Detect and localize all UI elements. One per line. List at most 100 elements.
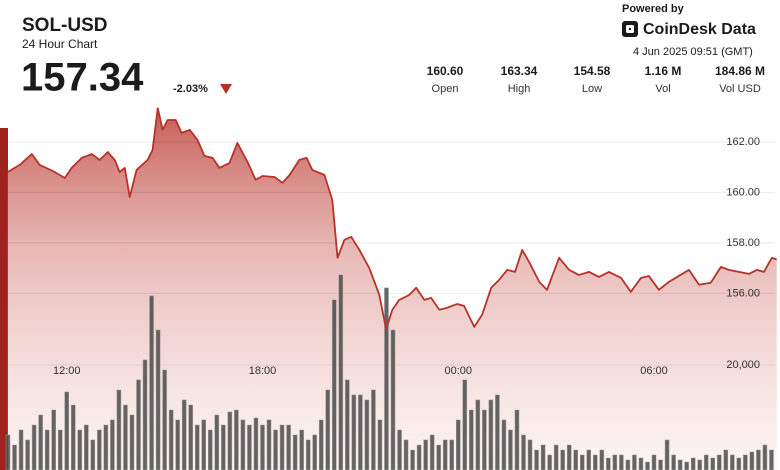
stat-label: Open (432, 83, 459, 95)
volume-bar (31, 424, 37, 470)
volume-bar (442, 439, 448, 470)
volume-bar (619, 454, 624, 470)
line-layer (7, 107, 777, 331)
x-tick-label: 12:00 (53, 365, 81, 377)
price: 157.34 (21, 56, 144, 100)
volume-bar (756, 449, 761, 470)
volume-bar (162, 369, 167, 470)
stat-label: Low (582, 83, 602, 95)
volume-bar (475, 399, 481, 470)
volume-bar (12, 444, 17, 470)
volume-bar (664, 439, 670, 470)
volume-bar (38, 414, 43, 470)
stat-label: High (508, 83, 531, 95)
volume-bar (299, 429, 304, 470)
volume-bar (638, 457, 644, 470)
volume-bar (318, 419, 324, 470)
volume-bar (240, 419, 246, 470)
volume-bar (625, 459, 631, 470)
volume-bar (703, 454, 709, 470)
volume-bar (358, 394, 363, 470)
stat-value: 154.58 (574, 64, 611, 78)
volume-bar (377, 419, 383, 470)
stat-label: Vol (655, 83, 670, 95)
volume-bar (658, 459, 663, 470)
x-tick-label: 00:00 (444, 365, 472, 377)
volume-bar (416, 444, 422, 470)
x-tick-label: 18:00 (249, 365, 277, 377)
volume-bar (292, 434, 298, 470)
volume-bar (90, 439, 96, 470)
volume-bar (495, 394, 500, 470)
stat-value: 1.16 M (645, 64, 682, 78)
volume-bar (651, 454, 657, 470)
volume-bar (338, 274, 344, 470)
y-tick-label: 20,000 (726, 359, 760, 371)
subtitle: 24 Hour Chart (22, 37, 98, 51)
volume-bar (730, 454, 735, 470)
volume-bar (573, 449, 578, 470)
volume-bar (403, 439, 409, 470)
volume-bar (390, 329, 396, 470)
volume-bar (540, 444, 546, 470)
volume-bar (534, 449, 539, 470)
volume-bar (5, 434, 11, 470)
volume-bar (436, 444, 441, 470)
volume-bar (553, 444, 559, 470)
volume-bar (514, 409, 520, 470)
volume-bar (18, 429, 24, 470)
volume-bar (612, 454, 618, 470)
volume-bar (462, 379, 468, 470)
volume-bar (260, 424, 265, 470)
volume-bar (155, 329, 161, 470)
volume-bar (57, 429, 63, 470)
volume-bar (684, 461, 689, 470)
volume-bar (84, 424, 89, 470)
brand: CoinDesk Data (643, 21, 756, 38)
volume-bar (71, 404, 76, 470)
volume-bar (201, 419, 207, 470)
volume-bar (351, 394, 357, 470)
volume-bar (168, 409, 174, 470)
volume-bar (181, 399, 187, 470)
stat-value: 163.34 (501, 64, 538, 78)
volume-bar (632, 454, 637, 470)
volume-bar (521, 434, 526, 470)
label-layer: 156.00 158.00 160.00 162.00 12:00 18:00 00:00 0… (53, 136, 760, 377)
volume-bar (429, 434, 435, 470)
volume-bar (736, 457, 742, 470)
down-arrow (220, 84, 232, 94)
volume-bar (44, 429, 50, 470)
volume-bar (247, 424, 252, 470)
volume-bar (286, 424, 291, 470)
y-tick-label: 160.00 (726, 186, 760, 198)
volume-bar (508, 429, 513, 470)
volume-bar (142, 359, 148, 470)
brand-logo (622, 21, 638, 37)
volume-bar (566, 444, 572, 470)
powered-by: Powered by (622, 3, 685, 15)
volume-bar (103, 424, 109, 470)
volume-bar (51, 409, 56, 470)
volume-bar (560, 449, 565, 470)
volume-bar (723, 449, 729, 470)
volume-bar (194, 424, 200, 470)
volume-bar (749, 451, 755, 470)
volume-bar (325, 389, 330, 470)
volume-bar (710, 457, 715, 470)
stats: 160.60 Open 163.34 High 154.58 Low 1.16 M Vol 18… (427, 64, 765, 95)
volume-bar (469, 409, 474, 470)
volume-bar (279, 424, 285, 470)
volume-bar (332, 299, 337, 470)
timestamp: 4 Jun 2025 09:51 (GMT) (633, 46, 753, 58)
price-area (7, 108, 777, 470)
volume-bar (208, 429, 213, 470)
volume-bar (77, 429, 83, 470)
volume-bar (345, 379, 350, 470)
volume-bar (606, 457, 611, 470)
volume-bar (449, 439, 454, 470)
volume-bar (579, 454, 585, 470)
x-tick-label: 06:00 (640, 365, 668, 377)
volume-bar (25, 439, 30, 470)
